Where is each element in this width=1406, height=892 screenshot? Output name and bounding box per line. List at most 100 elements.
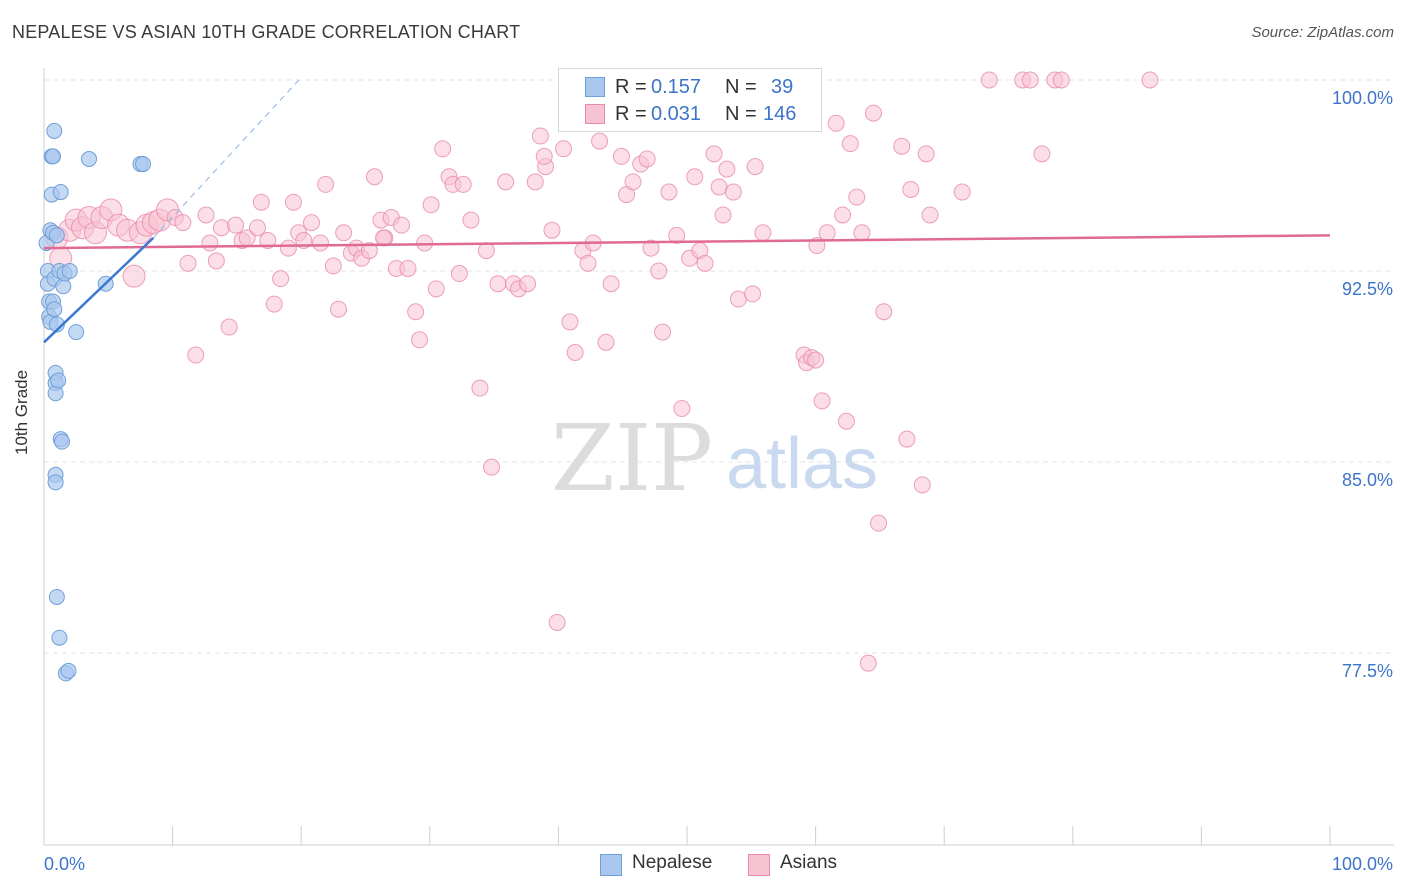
asians-point (1141, 71, 1159, 89)
nepalese-point (52, 184, 69, 201)
asians-point (718, 160, 736, 178)
asians-point (827, 114, 845, 132)
asians-point (454, 175, 472, 193)
asians-point (686, 168, 704, 186)
asians-point (902, 181, 920, 199)
bottom-legend-label-asians: Asians (780, 852, 838, 873)
asians-point (837, 412, 855, 430)
asians-point (248, 219, 266, 237)
chart-title: NEPALESE VS ASIAN 10TH GRADE CORRELATION… (12, 22, 521, 42)
axes (43, 68, 1394, 846)
asians-point (284, 193, 302, 211)
asians-point (483, 458, 501, 476)
legend-r-label: R = (615, 102, 647, 125)
asians-point (813, 392, 831, 410)
asians-point (913, 476, 931, 494)
nepalese-point (48, 227, 65, 244)
asians-point (650, 262, 668, 280)
asians-point (471, 379, 489, 397)
asians-point (807, 351, 825, 369)
asians-point (317, 175, 335, 193)
asians-point (710, 178, 728, 196)
asians-point (212, 219, 230, 237)
asians-point (870, 514, 888, 532)
asians-point (477, 242, 495, 260)
asians-point (434, 140, 452, 158)
asians-point (602, 275, 620, 293)
asians-point (201, 234, 219, 252)
asians-point (864, 104, 882, 122)
asians-point (612, 147, 630, 165)
series-nepalese (38, 122, 152, 682)
asians-point (407, 303, 425, 321)
nepalese-point (135, 156, 152, 173)
asians-point (859, 654, 877, 672)
asians-point (875, 303, 893, 321)
nepalese-point (61, 263, 78, 279)
asians-point (898, 430, 916, 448)
asians-point (411, 331, 429, 349)
asians-point (841, 135, 859, 153)
asians-point (1021, 71, 1039, 89)
legend-swatch-asians (585, 104, 605, 124)
y-tick-label: 92.5% (1342, 279, 1393, 299)
asians-point (489, 275, 507, 293)
asians-point (705, 145, 723, 163)
y-tick-label: 85.0% (1342, 470, 1393, 490)
legend-r-value-asians: 0.031 (651, 102, 702, 125)
asians-point (555, 140, 573, 158)
asians-point (543, 221, 561, 239)
asians-point (519, 275, 537, 293)
asians-point (566, 343, 584, 361)
asians-point (526, 173, 544, 191)
asians-point (302, 214, 320, 232)
asians-point (668, 226, 686, 244)
asians-point (366, 168, 384, 186)
asians-point (729, 290, 747, 308)
bottom-legend-label-nepalese: Nepalese (632, 852, 713, 873)
asians-point (597, 333, 615, 351)
x-tick-labels: 0.0% 100.0% (44, 854, 1393, 874)
nepalese-point (46, 301, 63, 318)
asians-point (834, 206, 852, 224)
legend-n-value-asians: 146 (763, 102, 797, 125)
asians-point (311, 234, 329, 252)
nepalese-point (46, 122, 63, 139)
asians-point (660, 183, 678, 201)
nepalese-point (48, 588, 65, 605)
legend-n-value-nepalese: 39 (771, 75, 794, 98)
asians-point (252, 193, 270, 211)
asians-point (220, 318, 238, 336)
asians-point (654, 323, 672, 341)
x-tick-label: 100.0% (1332, 854, 1393, 874)
legend-n-label: N = (725, 75, 757, 98)
asians-point (714, 206, 732, 224)
asians-point (207, 252, 225, 270)
nepalese-point (45, 148, 62, 165)
asians-point (579, 254, 597, 272)
nepalese-point (68, 324, 85, 341)
asians-point (416, 234, 434, 252)
asians-point (642, 239, 660, 257)
asians-point (197, 206, 215, 224)
asians-point (980, 71, 998, 89)
source-label: Source: ZipAtlas.com (1251, 24, 1394, 41)
asians-point (1052, 71, 1070, 89)
asians-point (462, 211, 480, 229)
stats-legend: R = 0.157 N = 39 R = 0.031 N = 146 (558, 68, 822, 132)
asians-point (399, 259, 417, 277)
asians-point (917, 145, 935, 163)
asians-point (427, 280, 445, 298)
asians-point (122, 264, 146, 288)
nepalese-point (51, 629, 68, 646)
asians-point (818, 224, 836, 242)
asians-point (848, 188, 866, 206)
asians-point (187, 346, 205, 364)
asians-point (853, 224, 871, 242)
series-asians (45, 71, 1159, 672)
nepalese-trend-line (43, 236, 155, 344)
nepalese-point (60, 662, 77, 679)
asians-point (174, 214, 192, 232)
asians-point (744, 285, 762, 303)
